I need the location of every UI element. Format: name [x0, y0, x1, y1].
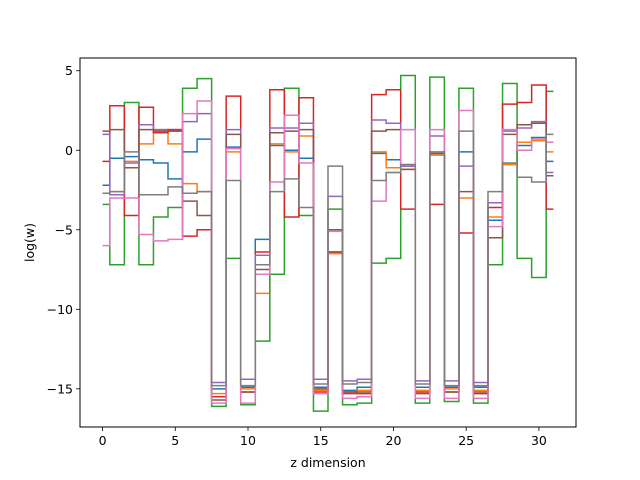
x-tick-label: 20	[386, 433, 402, 448]
y-tick-label: −10	[47, 302, 73, 317]
x-tick-label: 0	[99, 433, 107, 448]
series-layer	[102, 74, 554, 412]
y-axis-label: log(w)	[22, 223, 37, 262]
x-tick-label: 5	[171, 433, 179, 448]
y-tick-label: 0	[65, 143, 73, 158]
series-line-8	[102, 130, 554, 387]
y-axis: 5 0 −5 −10 −15	[47, 63, 80, 396]
x-tick-label: 10	[240, 433, 256, 448]
x-tick-label: 30	[531, 433, 547, 448]
plot-area-frame	[79, 57, 577, 428]
y-tick-label: −15	[47, 381, 73, 396]
x-axis: 0 5 10 15 20 25 30	[99, 427, 547, 448]
y-tick-label: −5	[55, 222, 73, 237]
x-tick-label: 15	[313, 433, 329, 448]
x-tick-label: 25	[458, 433, 474, 448]
y-tick-label: 5	[65, 63, 73, 78]
x-axis-label: z dimension	[290, 455, 365, 470]
